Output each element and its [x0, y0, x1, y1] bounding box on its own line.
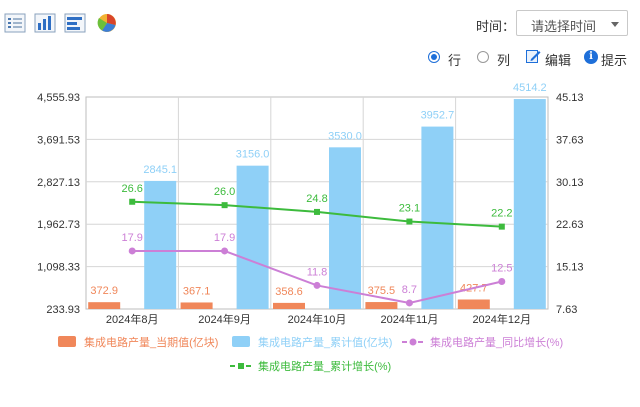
column-label: 列 — [497, 53, 511, 68]
line-point — [405, 299, 413, 307]
bar — [144, 180, 177, 309]
line-point — [221, 202, 228, 209]
line-data-label: 17.9 — [121, 232, 142, 244]
x-tick-label: 2024年12月 — [472, 312, 531, 326]
bar-data-label: 4514.2 — [513, 82, 547, 94]
y-right-tick-label: 37.63 — [556, 134, 584, 146]
x-tick-label: 2024年10月 — [288, 312, 347, 326]
line-point — [498, 277, 506, 285]
x-tick-label: 2024年8月 — [106, 312, 159, 326]
y-left-tick-label: 4,555.93 — [37, 92, 80, 104]
legend-label: 集成电路产量_同比增长(%) — [430, 335, 563, 349]
line-data-label: 22.2 — [491, 208, 512, 220]
legend-swatch — [58, 336, 76, 347]
bar-data-label: 358.6 — [275, 286, 303, 298]
bar-data-label: 375.5 — [368, 285, 396, 297]
bar — [421, 126, 454, 309]
line-data-label: 12.5 — [491, 262, 512, 274]
info-icon[interactable]: i — [584, 50, 598, 64]
y-left-tick-label: 1,962.73 — [37, 219, 80, 231]
bar — [513, 99, 546, 310]
y-right-tick-label: 45.13 — [556, 92, 584, 104]
line-point — [129, 198, 136, 205]
line-point — [128, 247, 136, 255]
pie-chart-icon[interactable] — [96, 12, 118, 34]
bar-chart-icon[interactable] — [34, 12, 56, 34]
bar — [457, 299, 490, 309]
bar — [273, 302, 305, 309]
bar-data-label: 372.9 — [90, 285, 118, 297]
edit-button[interactable]: 编辑 — [545, 53, 572, 68]
line-point — [313, 281, 321, 289]
legend-marker — [409, 338, 417, 346]
line-point — [314, 208, 320, 215]
line-point — [221, 247, 229, 255]
bar-data-label: 2845.1 — [143, 164, 177, 176]
list-view-icon[interactable] — [4, 12, 26, 34]
legend-label: 集成电路产量_累计增长(%) — [258, 359, 391, 373]
time-label: 时间： — [476, 19, 516, 34]
line-point — [406, 218, 413, 225]
edit-icon[interactable] — [526, 49, 541, 64]
y-left-tick-label: 2,827.13 — [37, 177, 80, 189]
bar-data-label: 367.1 — [183, 285, 211, 297]
bar — [365, 302, 398, 309]
tip-button[interactable]: 提示 — [601, 53, 628, 68]
legend-marker — [238, 363, 244, 369]
line-data-label: 17.9 — [214, 232, 235, 244]
bar-data-label: 3156.0 — [236, 149, 270, 161]
legend-swatch — [232, 336, 250, 347]
toolbar: 时间： 请选择时间 — [0, 0, 640, 46]
bar — [88, 302, 121, 309]
line-point — [498, 223, 505, 230]
row-label: 行 — [448, 53, 462, 68]
legend-label: 集成电路产量_累计值(亿块) — [258, 335, 392, 349]
bar — [236, 165, 269, 309]
line-data-label: 8.7 — [402, 284, 417, 296]
bar-data-label: 3530.0 — [328, 130, 362, 142]
view-controls: 行 列 编辑 i 提示 — [0, 48, 640, 70]
column-radio[interactable] — [477, 51, 489, 63]
line-data-label: 23.1 — [399, 203, 420, 215]
time-select[interactable]: 请选择时间 — [516, 10, 628, 36]
y-left-tick-label: 3,691.53 — [37, 134, 80, 146]
row-radio[interactable] — [428, 51, 440, 63]
bar — [329, 147, 361, 309]
horizontal-bar-icon[interactable] — [64, 12, 86, 34]
chevron-down-icon — [611, 22, 619, 27]
y-left-tick-label: 1,098.33 — [37, 262, 80, 274]
line-data-label: 26.0 — [214, 186, 235, 198]
time-select-placeholder: 请选择时间 — [531, 19, 597, 34]
line-data-label: 24.8 — [306, 193, 327, 205]
y-right-tick-label: 22.63 — [556, 219, 584, 231]
x-tick-label: 2024年11月 — [380, 312, 438, 326]
y-right-tick-label: 15.13 — [556, 262, 584, 274]
bar-data-label: 3952.7 — [421, 110, 455, 122]
line-data-label: 26.6 — [121, 183, 142, 195]
x-tick-label: 2024年9月 — [198, 312, 251, 326]
legend-label: 集成电路产量_当期值(亿块) — [84, 335, 218, 349]
line-data-label: 11.8 — [307, 266, 328, 278]
bar — [180, 302, 213, 309]
y-right-tick-label: 7.63 — [556, 304, 577, 316]
y-left-tick-label: 233.93 — [46, 304, 80, 316]
y-right-tick-label: 30.13 — [556, 177, 584, 189]
